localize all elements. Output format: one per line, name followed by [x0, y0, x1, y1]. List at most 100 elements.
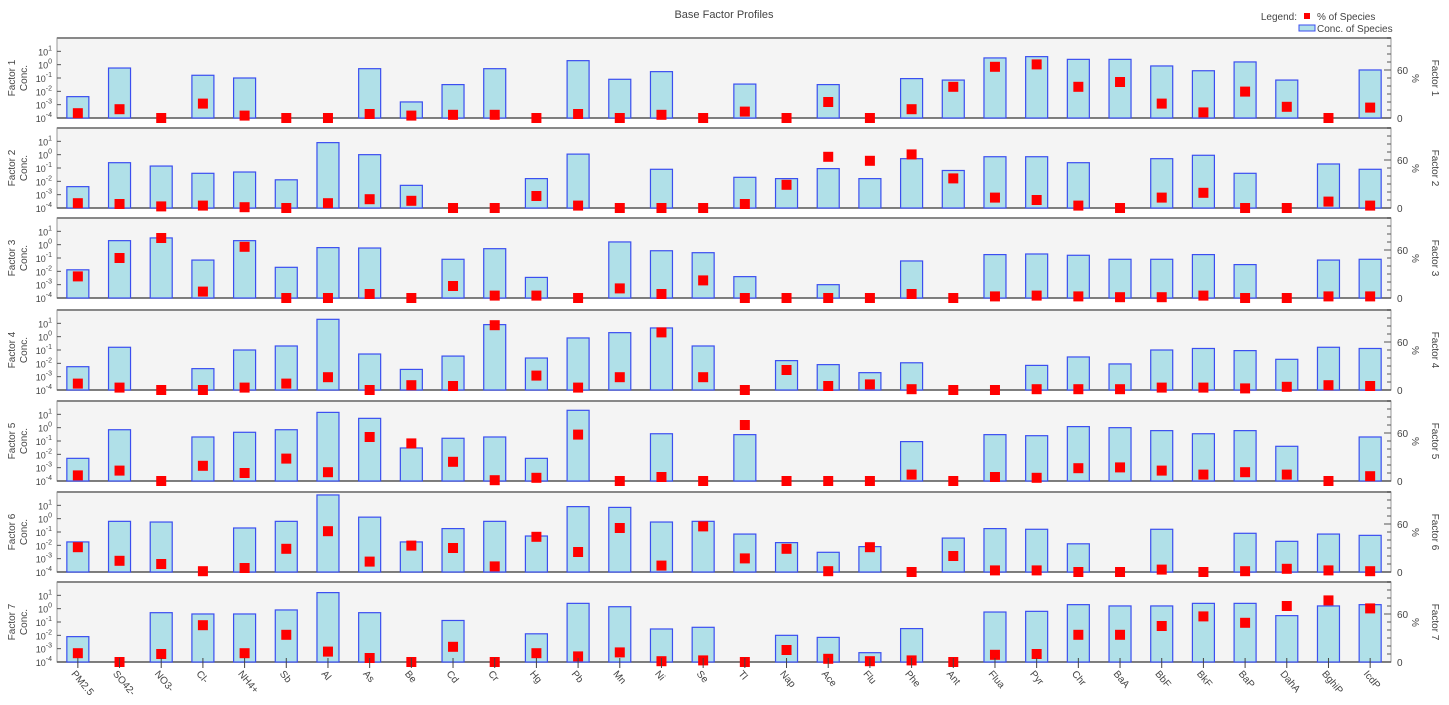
right-axis-tick-label: 0: [1397, 294, 1403, 305]
percent-marker: [781, 645, 792, 655]
percent-marker: [156, 649, 167, 659]
percent-marker: [197, 385, 208, 395]
panel-factor-label-left: Factor 4: [7, 331, 18, 368]
tick-exponent: 1: [48, 499, 52, 506]
percent-marker: [1198, 567, 1209, 577]
percent-marker: [948, 173, 959, 184]
tick-exponent: 0: [48, 603, 52, 610]
percent-marker: [906, 469, 917, 480]
conc-bar: [1316, 163, 1341, 209]
right-axis-tick-label: 60: [1397, 66, 1409, 77]
conc-bar: [649, 168, 674, 209]
conc-bar: [1233, 263, 1257, 299]
tick-exponent: -1: [46, 162, 52, 169]
percent-marker: [1365, 471, 1376, 482]
percent-marker: [1323, 196, 1334, 207]
percent-marker: [1115, 629, 1126, 640]
tick-base: 10: [36, 386, 46, 396]
tick-exponent: -1: [46, 344, 52, 351]
percent-marker: [364, 289, 375, 299]
x-axis-label: Al: [319, 669, 333, 683]
x-axis-label: Se: [694, 669, 711, 686]
legend-conc-swatch: [1298, 24, 1316, 32]
percent-marker: [573, 547, 584, 557]
percent-marker: [656, 203, 667, 213]
tick-base: 10: [36, 359, 46, 369]
tick-exponent: -4: [46, 384, 52, 391]
percent-marker: [72, 108, 83, 119]
percent-marker: [1073, 291, 1084, 302]
conc-bar: [1108, 258, 1132, 299]
conc-bar: [858, 178, 882, 209]
percent-marker: [656, 289, 667, 299]
tick-base: 10: [36, 346, 46, 356]
left-axis-tick-label: 10-1: [36, 72, 52, 84]
percent-marker: [1365, 381, 1376, 391]
percent-marker: [448, 456, 459, 467]
left-axis-tick-label: 101: [38, 135, 52, 147]
percent-marker: [1240, 566, 1251, 577]
tick-exponent: -1: [46, 616, 52, 623]
percent-marker: [1031, 649, 1042, 659]
conc-axis-label: Conc.: [19, 337, 30, 363]
percent-marker: [281, 378, 292, 389]
right-axis-tick-label: 0: [1397, 386, 1403, 397]
x-axis-label: Ace: [819, 669, 839, 690]
percent-marker: [656, 472, 667, 482]
right-axis-tick-label: 0: [1397, 658, 1403, 669]
conc-bar: [358, 353, 382, 391]
conc-bar: [941, 169, 965, 209]
x-axis-label: Nap: [777, 669, 798, 690]
x-axis-label: IcdP: [1361, 669, 1383, 692]
x-axis-label: Flu: [861, 669, 878, 687]
left-axis-tick-label: 10-3: [36, 553, 52, 565]
percent-marker: [197, 620, 208, 631]
percent-marker: [906, 384, 917, 395]
percent-marker: [1365, 291, 1376, 302]
percent-marker: [1198, 469, 1209, 480]
percent-marker: [281, 203, 292, 213]
percent-marker: [114, 465, 125, 476]
percent-marker: [1365, 566, 1376, 577]
percent-marker: [448, 641, 459, 652]
percent-marker: [114, 555, 125, 566]
percent-marker: [156, 559, 167, 569]
percent-marker: [823, 476, 834, 486]
conc-bar: [733, 434, 757, 482]
conc-bar: [816, 168, 840, 209]
percent-marker: [698, 203, 709, 213]
conc-bar: [608, 506, 632, 573]
percent-marker: [698, 372, 709, 383]
left-axis-tick-label: 101: [38, 317, 52, 329]
percent-marker: [114, 199, 125, 209]
percent-marker: [573, 109, 584, 119]
percent-marker: [531, 531, 542, 542]
left-axis-tick-label: 10-3: [36, 462, 52, 474]
percent-marker: [864, 542, 875, 553]
tick-base: 10: [36, 437, 46, 447]
percent-marker: [1281, 563, 1292, 574]
percent-marker: [281, 113, 292, 123]
left-axis-tick-label: 100: [38, 59, 52, 71]
percent-marker: [1281, 203, 1292, 213]
percent-marker: [1323, 595, 1334, 606]
tick-exponent: -1: [46, 435, 52, 442]
percent-marker: [1115, 77, 1126, 87]
conc-bar: [66, 541, 90, 573]
percent-marker: [531, 290, 542, 301]
percent-marker: [1073, 567, 1084, 577]
x-axis-label: Sb: [277, 669, 294, 686]
left-axis-tick-label: 100: [38, 331, 52, 343]
right-axis-tick-label: 0: [1397, 204, 1403, 215]
conc-bar: [566, 337, 590, 391]
conc-bar: [566, 506, 590, 573]
x-axis-label: Chr: [1069, 669, 1088, 689]
tick-exponent: -2: [46, 175, 52, 182]
percent-marker: [1156, 292, 1167, 303]
conc-bar: [1275, 445, 1299, 482]
conc-bar: [899, 158, 924, 209]
percent-marker: [156, 233, 167, 243]
tick-base: 10: [36, 450, 46, 460]
panel-factor-label-left: Factor 6: [7, 513, 18, 550]
